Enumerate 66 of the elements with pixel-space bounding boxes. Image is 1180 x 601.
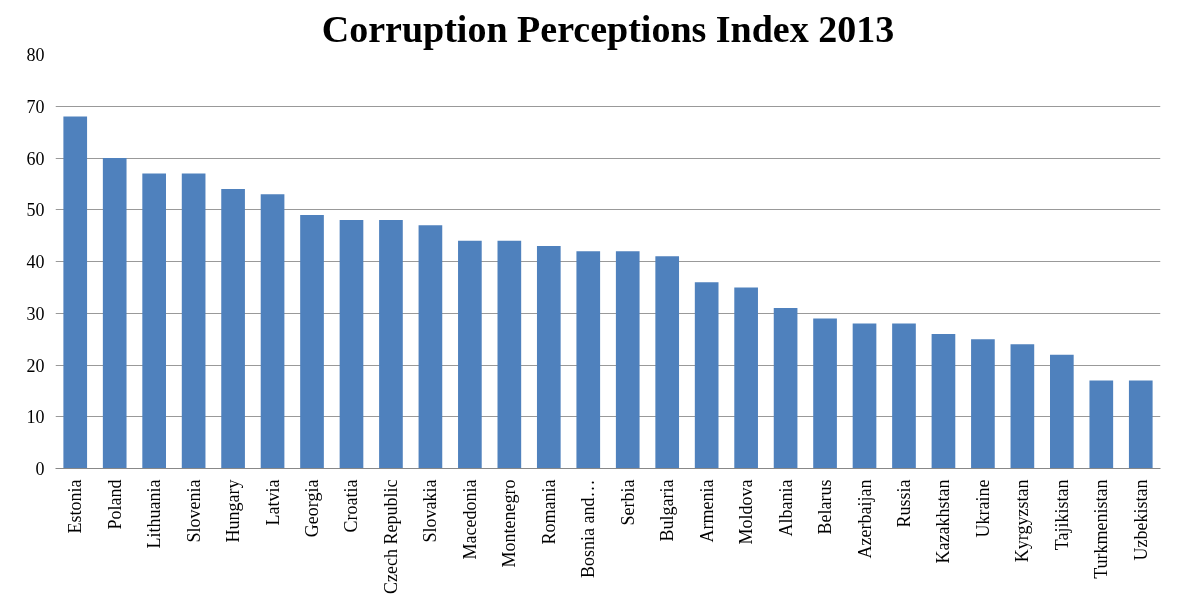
x-tick-label: Albania [775,479,796,537]
bar [694,282,719,469]
bar [260,194,285,469]
bar [852,323,877,469]
bar [142,173,166,469]
bar [892,323,916,469]
bar [300,214,324,469]
x-tick-label: Hungary [223,479,244,543]
x-tick-label: Uzbekistan [1130,479,1151,561]
y-tick-label: 10 [26,407,45,428]
bar [1128,380,1153,469]
bar [339,220,364,469]
bar [813,318,837,469]
bar [576,251,601,469]
x-tick-label: Kazakhstan [933,479,954,564]
bar [536,245,561,469]
bar [615,251,640,469]
y-tick-label: 80 [26,45,45,65]
bar [655,256,680,469]
x-tick-label: Armenia [696,479,717,543]
x-tick-label: Azerbaijan [854,479,875,559]
bar [418,225,443,469]
chart-title: Corruption Perceptions Index 2013 [321,7,895,50]
x-tick-label: Moldova [736,479,757,545]
x-tick-label: Turkmenistan [1091,479,1112,579]
x-tick-label: Estonia [65,479,86,534]
x-tick-label: Montenegro [499,479,520,568]
x-tick-label: Bosnia and… [578,479,599,578]
x-tick-label: Kyrgyzstan [1012,479,1033,563]
bar [971,339,995,469]
bar [181,173,206,469]
bar [931,333,956,469]
x-tick-label: Serbia [617,479,638,526]
y-tick-label: 0 [35,459,45,479]
bar [1010,344,1035,469]
x-tick-label: Lithuania [144,479,165,549]
x-tick-label: Ukraine [972,479,993,538]
x-tick-label: Latvia [262,479,283,526]
y-tick-label: 70 [26,96,45,117]
bar [102,158,127,469]
x-tick-label: Bulgaria [657,479,678,542]
x-tick-label: Poland [104,479,125,530]
bar [63,116,88,469]
x-tick-label: Czech Republic [380,479,401,594]
x-tick-label: Slovenia [183,479,204,543]
x-tick-label: Macedonia [459,479,480,560]
x-tick-label: Tajikistan [1051,479,1072,551]
y-tick-label: 30 [26,303,45,324]
x-tick-label: Belarus [815,479,836,535]
y-tick-label: 20 [26,355,45,376]
x-tick-label: Croatia [341,479,362,533]
bar [458,240,482,469]
bar [734,287,758,469]
y-tick-label: 40 [26,252,45,272]
y-tick-label: 60 [26,148,45,169]
bar [1089,380,1114,469]
y-tick-label: 50 [26,200,45,221]
x-tick-label: Russia [893,479,914,528]
x-tick-label: Slovakia [420,479,441,543]
bar [1050,354,1074,469]
bar [497,240,522,469]
x-tick-label: Georgia [302,479,323,538]
bar [773,308,798,469]
bar [379,220,403,469]
x-tick-label: Romania [538,479,559,545]
bar [221,189,245,469]
